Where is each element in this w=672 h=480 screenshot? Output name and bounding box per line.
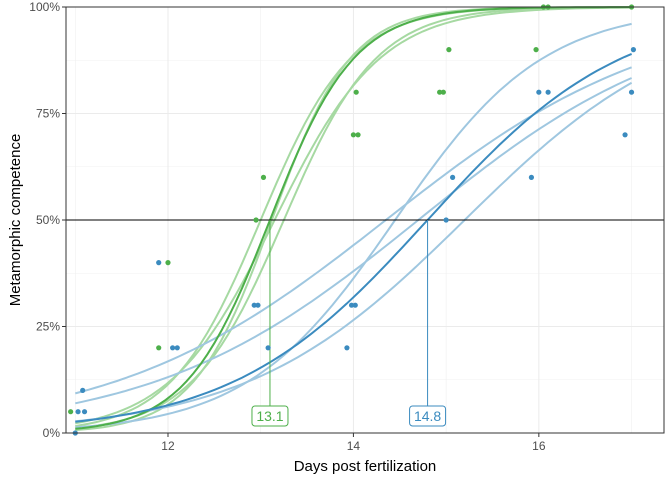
y-axis-ticks: 0% 25% 50% 75% 100% bbox=[29, 0, 66, 440]
confidence-band-line bbox=[75, 81, 633, 423]
y-axis-title: Metamorphic competence bbox=[7, 134, 24, 307]
data-point bbox=[344, 345, 350, 351]
data-point bbox=[622, 132, 628, 138]
data-point bbox=[528, 174, 535, 180]
data-point bbox=[348, 302, 355, 308]
annotation-label-box bbox=[251, 405, 289, 427]
x-tick-label: 12 bbox=[161, 439, 175, 453]
data-points bbox=[68, 4, 637, 436]
data-point bbox=[165, 260, 171, 266]
data-point bbox=[443, 217, 449, 223]
annotation-label: 14.8 bbox=[414, 408, 441, 424]
data-point bbox=[251, 302, 257, 308]
data-point bbox=[253, 217, 259, 223]
confidence-band-line bbox=[75, 22, 632, 429]
y-tick-label: 75% bbox=[36, 107, 60, 121]
data-point bbox=[75, 409, 81, 415]
data-point bbox=[350, 132, 357, 138]
data-point bbox=[156, 260, 162, 266]
data-point bbox=[536, 89, 542, 95]
x-tick-label: 16 bbox=[532, 439, 546, 453]
data-point bbox=[80, 387, 86, 393]
data-point bbox=[352, 302, 358, 308]
annotation-label: 13.1 bbox=[256, 408, 283, 424]
x-axis-title: Days post fertilization bbox=[294, 458, 437, 475]
y-tick-label: 100% bbox=[29, 0, 60, 14]
annotations: 13.1 14.8 bbox=[251, 405, 447, 427]
data-point bbox=[630, 47, 637, 53]
data-point bbox=[355, 132, 361, 138]
data-point bbox=[533, 47, 539, 53]
y-tick-label: 50% bbox=[36, 213, 60, 227]
data-point bbox=[68, 409, 74, 415]
data-point bbox=[260, 174, 267, 180]
fit-line bbox=[75, 52, 632, 423]
y-tick-label: 25% bbox=[36, 320, 60, 334]
data-point bbox=[545, 89, 551, 95]
y-tick-label: 0% bbox=[43, 426, 61, 440]
data-point bbox=[628, 89, 635, 95]
data-point bbox=[353, 89, 359, 95]
x-axis-ticks: 12 14 16 bbox=[161, 433, 546, 453]
confidence-band-line bbox=[75, 77, 633, 405]
reference-lines bbox=[66, 219, 664, 406]
data-point bbox=[437, 89, 443, 95]
confidence-band-line bbox=[75, 66, 632, 395]
data-point bbox=[174, 345, 180, 351]
data-point bbox=[440, 89, 446, 95]
data-point bbox=[156, 345, 162, 351]
x-tick-label: 14 bbox=[347, 439, 361, 453]
data-point bbox=[450, 174, 456, 180]
fit-line bbox=[75, 6, 632, 430]
data-point bbox=[81, 409, 88, 415]
annotation-label-box bbox=[409, 405, 447, 427]
data-point bbox=[170, 345, 176, 351]
data-point bbox=[255, 302, 261, 308]
fit-lines bbox=[75, 6, 632, 430]
data-point bbox=[265, 345, 271, 351]
data-point bbox=[446, 47, 452, 53]
